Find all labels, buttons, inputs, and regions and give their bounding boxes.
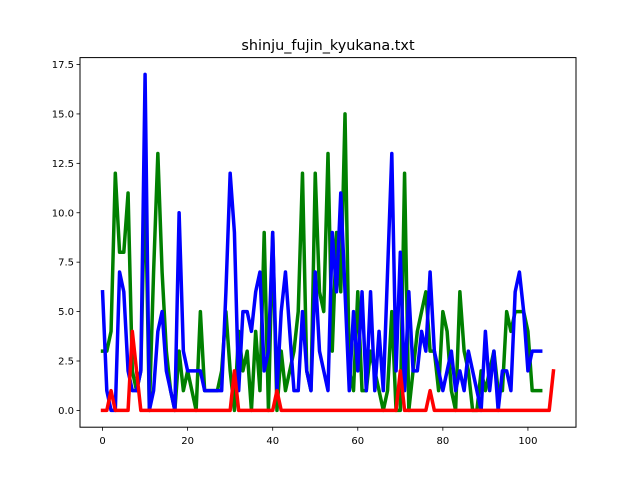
plot-frame xyxy=(79,57,577,428)
y-tick-label: 2.5 xyxy=(58,356,74,367)
x-tick-label: 20 xyxy=(181,436,194,447)
series-layer xyxy=(100,72,556,413)
x-tick-label: 100 xyxy=(518,436,537,447)
y-tick-label: 5.0 xyxy=(58,307,74,318)
y-tick-label: 10.0 xyxy=(52,208,74,219)
y-tick-label: 7.5 xyxy=(58,258,74,269)
x-tick-label: 40 xyxy=(266,436,279,447)
y-tick-label: 0.0 xyxy=(58,406,74,417)
y-tick-label: 15.0 xyxy=(52,109,74,120)
y-tick-label: 12.5 xyxy=(52,159,74,170)
x-tick-label: 60 xyxy=(351,436,364,447)
x-axis-ticks: 0 20 40 60 80 100 xyxy=(99,427,537,447)
series-line-2 xyxy=(100,72,543,413)
x-tick-label: 0 xyxy=(99,436,105,447)
y-axis-ticks: 0.0 2.5 5.0 7.5 10.0 12.5 15.0 17.5 xyxy=(52,60,80,417)
x-tick-label: 80 xyxy=(436,436,449,447)
series-line-3 xyxy=(100,329,556,413)
chart-title: shinju_fujin_kyukana.txt xyxy=(241,38,415,54)
y-tick-label: 17.5 xyxy=(52,60,74,71)
